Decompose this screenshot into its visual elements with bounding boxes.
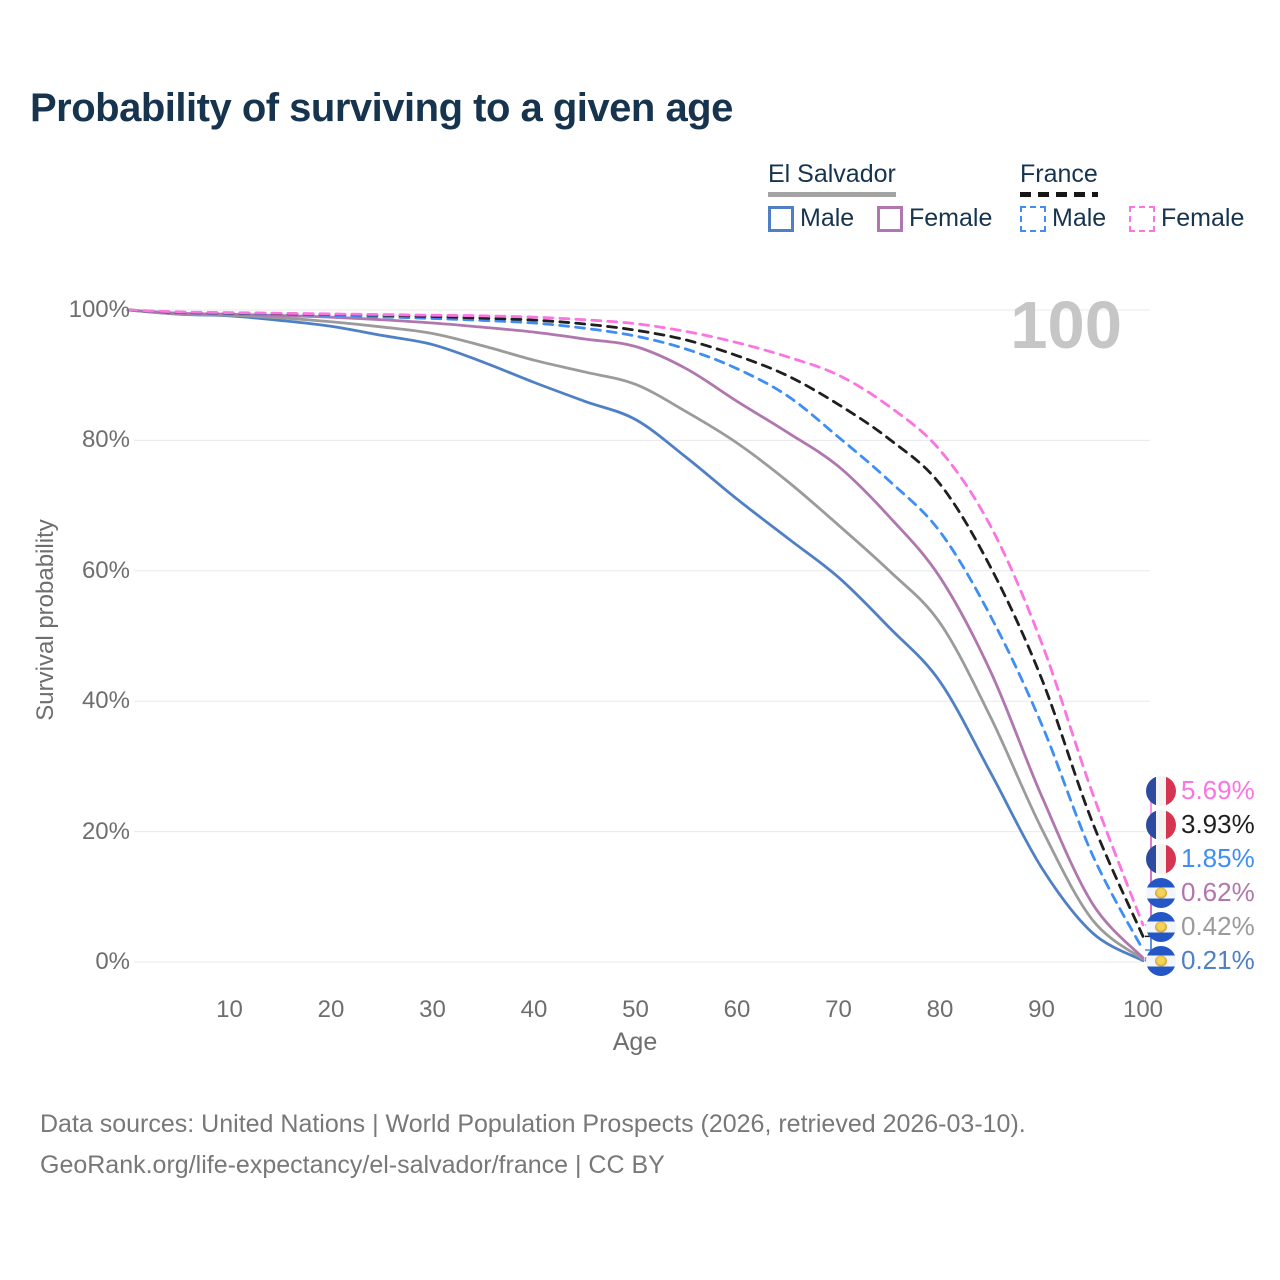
y-tick-label-40: 40%: [81, 687, 130, 715]
end-label-value: 5.69%: [1181, 775, 1255, 806]
legend-group-title-france[interactable]: France: [1020, 160, 1098, 188]
end-label-france-female[interactable]: 5.69%: [1146, 775, 1255, 807]
x-tick-label-80: 80: [926, 996, 954, 1023]
coat-of-arms-icon: [1155, 887, 1167, 899]
el-salvador-flag-icon: [1146, 945, 1176, 976]
end-label-value: 1.85%: [1181, 843, 1255, 874]
france-female-swatch-icon[interactable]: [1129, 206, 1155, 232]
y-tick-label-20: 20%: [81, 817, 130, 845]
footer-attribution: GeoRank.org/life-expectancy/el-salvador/…: [40, 1151, 665, 1179]
legend-label-el-salvador-female[interactable]: Female: [909, 204, 993, 232]
france-flag-icon: [1146, 775, 1176, 806]
curve-france-male[interactable]: [126, 308, 1145, 952]
x-tick-label-30: 30: [419, 996, 446, 1023]
legend-label-france-male[interactable]: Male: [1052, 204, 1107, 232]
footer-data-sources: Data sources: United Nations | World Pop…: [40, 1110, 1026, 1138]
x-tick-label-20: 20: [317, 996, 345, 1023]
end-label-el-salvador-female[interactable]: 0.62%: [1146, 877, 1255, 909]
el-salvador-female-swatch-icon[interactable]: [877, 206, 903, 232]
legend-group-title-el-salvador[interactable]: El Salvador: [768, 160, 896, 188]
footer-note: Data sources: United Nations | World Pop…: [40, 1104, 1026, 1186]
el-salvador-total-line-swatch: [768, 192, 896, 197]
legend-label-france-female[interactable]: Female: [1161, 204, 1245, 232]
x-tick-label-70: 70: [825, 996, 852, 1023]
end-label-el-salvador-male[interactable]: 0.21%: [1146, 945, 1255, 977]
el-salvador-male-swatch-icon[interactable]: [768, 206, 794, 232]
france-total-line-swatch: [1020, 192, 1098, 197]
coat-of-arms-icon: [1155, 921, 1167, 933]
el-salvador-flag-icon: [1146, 911, 1176, 942]
end-label-value: 3.93%: [1181, 809, 1255, 840]
france-male-swatch-icon[interactable]: [1020, 206, 1046, 232]
curve-el-salvador-both-sexes[interactable]: [126, 308, 1145, 961]
end-label-el-salvador-both-sexes[interactable]: 0.42%: [1146, 911, 1255, 943]
x-tick-label-10: 10: [216, 996, 243, 1023]
x-axis-title: Age: [612, 1028, 658, 1056]
x-tick-label-40: 40: [520, 996, 548, 1023]
y-tick-label-100: 100%: [68, 296, 130, 323]
france-flag-icon: [1146, 809, 1176, 840]
end-label-france-both-sexes[interactable]: 3.93%: [1146, 809, 1255, 841]
coat-of-arms-icon: [1155, 955, 1167, 967]
y-tick-label-0: 0%: [95, 948, 130, 975]
x-tick-label-100: 100: [1122, 996, 1164, 1023]
curve-el-salvador-male[interactable]: [126, 308, 1145, 963]
y-tick-label-60: 60%: [81, 556, 130, 584]
x-tick-label-90: 90: [1028, 996, 1055, 1023]
legend-label-el-salvador-male[interactable]: Male: [800, 204, 855, 232]
end-label-france-male[interactable]: 1.85%: [1146, 843, 1255, 875]
y-tick-label-80: 80%: [81, 426, 130, 454]
curve-france-both-sexes[interactable]: [126, 308, 1145, 938]
end-label-value: 0.21%: [1181, 945, 1255, 976]
x-tick-label-60: 60: [723, 996, 751, 1023]
end-label-value: 0.42%: [1181, 911, 1255, 942]
x-tick-label-50: 50: [622, 996, 649, 1023]
curve-el-salvador-female[interactable]: [126, 308, 1145, 960]
chart-title: Probability of surviving to a given age: [30, 86, 733, 130]
age-counter-watermark: 100: [1010, 288, 1122, 363]
curve-france-female[interactable]: [126, 308, 1145, 927]
end-label-value: 0.62%: [1181, 877, 1255, 908]
el-salvador-flag-icon: [1146, 877, 1176, 908]
france-flag-icon: [1146, 843, 1176, 874]
